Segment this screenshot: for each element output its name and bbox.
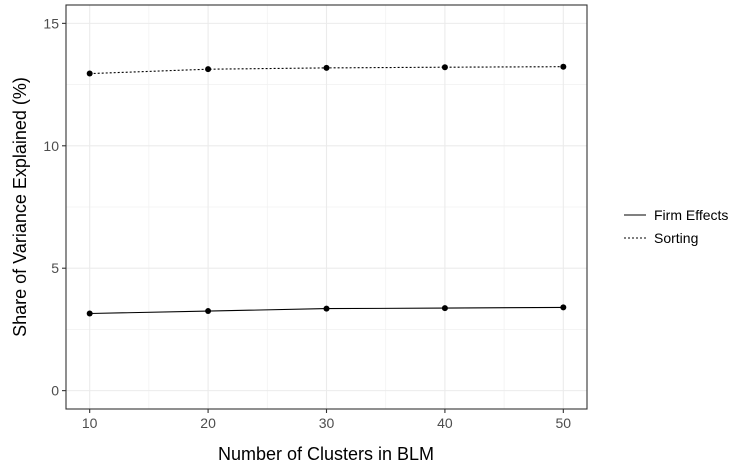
y-tick-label: 5 [51, 260, 59, 276]
axis-ticks [62, 22, 564, 413]
x-axis-title: Number of Clusters in BLM [218, 444, 434, 464]
legend: Firm Effects Sorting [624, 207, 728, 246]
data-point-sorting [560, 63, 567, 70]
data-point-sorting [205, 66, 212, 73]
data-point-sorting [323, 64, 330, 71]
data-point-firm-effects [323, 305, 330, 312]
data-point-firm-effects [441, 305, 448, 312]
x-tick-label: 20 [200, 415, 216, 431]
x-tick-label: 10 [82, 415, 98, 431]
series-layer [86, 63, 567, 317]
x-tick-label: 50 [556, 415, 572, 431]
data-point-sorting [441, 64, 448, 71]
y-tick-label: 0 [51, 383, 59, 399]
data-point-firm-effects [205, 308, 212, 315]
x-tick-label: 30 [319, 415, 335, 431]
y-axis-title: Share of Variance Explained (%) [10, 77, 30, 337]
legend-label-firm-effects: Firm Effects [654, 207, 728, 223]
y-axis-tick-labels: 0 5 10 15 [43, 15, 59, 398]
y-tick-label: 15 [43, 15, 59, 31]
data-point-sorting [86, 70, 93, 77]
data-point-firm-effects [86, 310, 93, 317]
y-tick-label: 10 [43, 138, 59, 154]
x-tick-label: 40 [437, 415, 453, 431]
legend-label-sorting: Sorting [654, 230, 698, 246]
data-point-firm-effects [560, 304, 567, 311]
x-axis-tick-labels: 10 20 30 40 50 [82, 415, 571, 431]
